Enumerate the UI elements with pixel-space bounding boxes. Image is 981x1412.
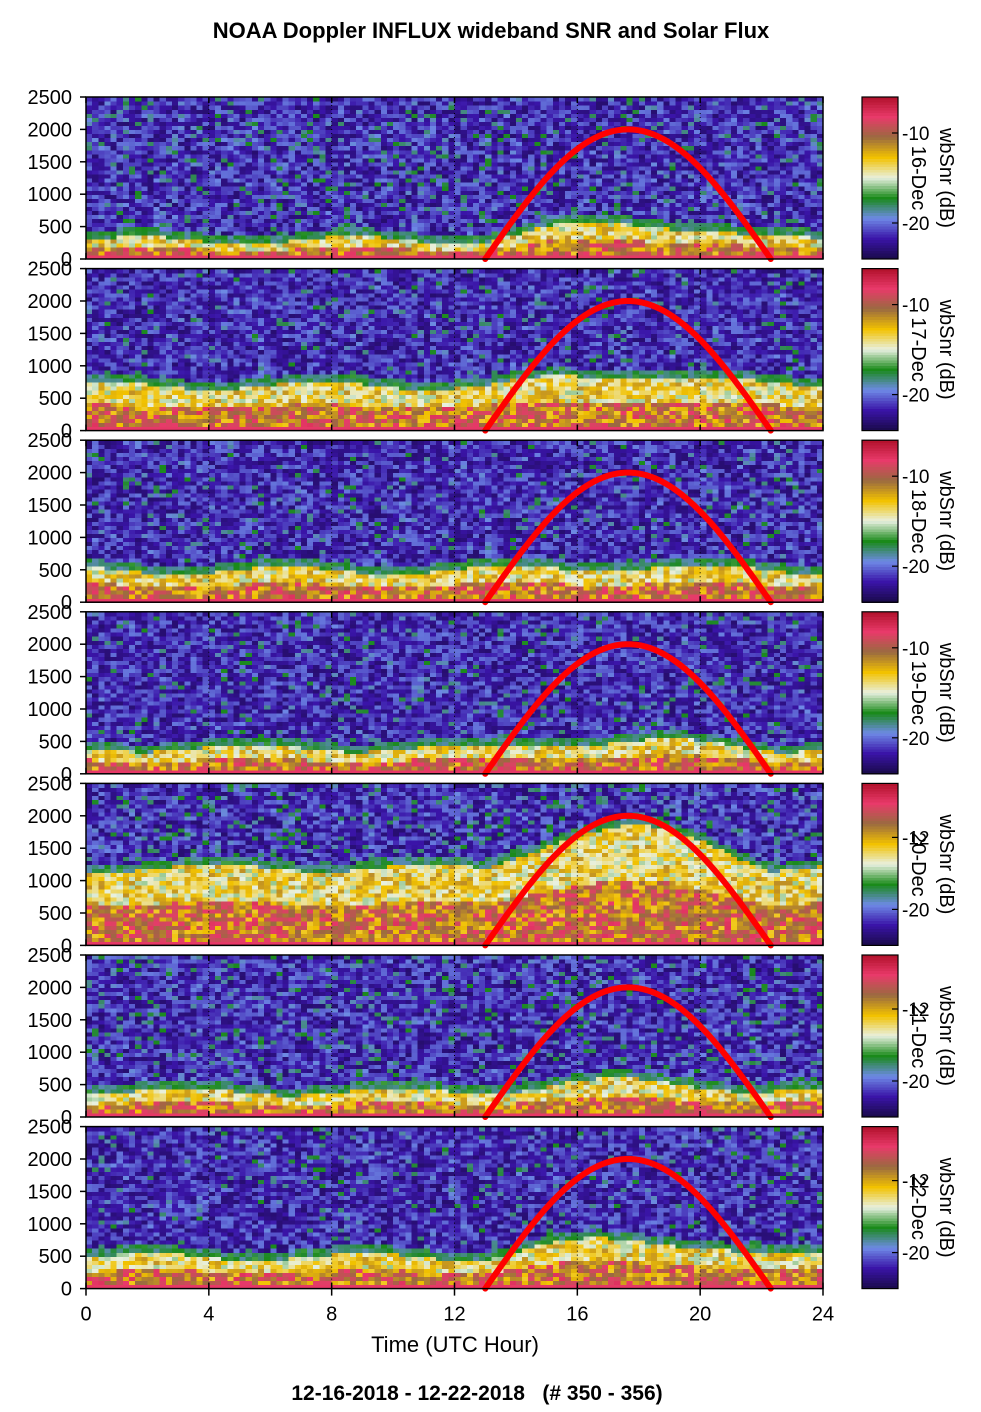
colorbar-16-Dec: -10 -20 16-Dec wbSnr (dB) bbox=[862, 97, 957, 260]
colorbar-tick-label: -10 bbox=[902, 124, 929, 145]
y-tick-label: 1500 bbox=[28, 323, 73, 345]
y-tick-label: 1500 bbox=[28, 838, 73, 860]
y-tick-label: 1000 bbox=[28, 1042, 73, 1064]
y-tick-label: 1000 bbox=[28, 1214, 73, 1236]
y-tick-label: 500 bbox=[39, 560, 72, 582]
y-tick-label: 2000 bbox=[28, 291, 73, 313]
y-tick-label: 2000 bbox=[28, 1149, 73, 1171]
y-tick-label: 500 bbox=[39, 217, 72, 239]
x-tick-label: 0 bbox=[80, 1304, 91, 1326]
x-tick-label: 4 bbox=[203, 1304, 214, 1326]
y-tick-label: 2500 bbox=[28, 773, 73, 795]
day-label: 19-Dec bbox=[907, 661, 929, 725]
y-tick-label: 2500 bbox=[28, 602, 73, 624]
x-axis: 0 4 8 12 16 20 24 bbox=[80, 1289, 834, 1326]
x-tick-label: 12 bbox=[443, 1304, 465, 1326]
x-tick-label: 24 bbox=[812, 1304, 834, 1326]
y-tick-label: 500 bbox=[39, 388, 72, 410]
figure: NOAA Doppler INFLUX wideband SNR and Sol… bbox=[0, 0, 981, 1412]
y-tick-label: 1500 bbox=[28, 495, 73, 517]
day-label: 21-Dec bbox=[907, 1004, 929, 1068]
y-tick-label: 500 bbox=[39, 1246, 72, 1268]
colorbar-tick-label: -20 bbox=[902, 729, 929, 750]
y-tick-label: 0 bbox=[61, 1279, 72, 1301]
y-tick-label: 2500 bbox=[28, 430, 73, 452]
colorbar-tick-label: -10 bbox=[902, 467, 929, 488]
y-tick-label: 2000 bbox=[28, 806, 73, 828]
date-range-footer: 12-16-2018 - 12-22-2018 (# 350 - 356) bbox=[291, 1382, 662, 1405]
colorbar-tick-label: -20 bbox=[902, 1244, 929, 1265]
y-tick-label: 1000 bbox=[28, 184, 73, 206]
colorbar-tick-label: -20 bbox=[902, 557, 929, 578]
colorbar-label: wbSnr (dB) bbox=[935, 127, 957, 228]
colorbar-tick-label: -20 bbox=[902, 900, 929, 921]
colorbar-tick-label: -20 bbox=[902, 1072, 929, 1093]
colorbar-19-Dec: -10 -20 19-Dec wbSnr (dB) bbox=[862, 612, 957, 775]
y-tick-label: 2000 bbox=[28, 634, 73, 656]
y-tick-label: 2500 bbox=[28, 1117, 73, 1139]
y-tick-label: 2500 bbox=[28, 87, 73, 109]
y-tick-label: 1000 bbox=[28, 356, 73, 378]
day-label: 22-Dec bbox=[907, 1175, 929, 1239]
colorbar-18-Dec: -10 -20 18-Dec wbSnr (dB) bbox=[862, 440, 957, 603]
y-tick-label: 1500 bbox=[28, 667, 73, 689]
y-tick-label: 2000 bbox=[28, 119, 73, 141]
y-tick-label: 500 bbox=[39, 903, 72, 925]
colorbar-17-Dec: -10 -20 17-Dec wbSnr (dB) bbox=[862, 269, 957, 432]
colorbar-label: wbSnr (dB) bbox=[935, 470, 957, 571]
colorbar-label: wbSnr (dB) bbox=[935, 1157, 957, 1258]
x-tick-label: 16 bbox=[566, 1304, 588, 1326]
day-label: 20-Dec bbox=[907, 832, 929, 896]
x-tick-label: 20 bbox=[689, 1304, 711, 1326]
colorbar-label: wbSnr (dB) bbox=[935, 299, 957, 400]
y-tick-label: 2500 bbox=[28, 945, 73, 967]
y-tick-label: 2000 bbox=[28, 463, 73, 485]
y-tick-label: 500 bbox=[39, 1075, 72, 1097]
colorbar-tick-label: -20 bbox=[902, 214, 929, 235]
colorbar-label: wbSnr (dB) bbox=[935, 985, 957, 1086]
colorbar-tick-label: -10 bbox=[902, 296, 929, 317]
chart-title: NOAA Doppler INFLUX wideband SNR and Sol… bbox=[213, 18, 770, 43]
y-tick-label: 2000 bbox=[28, 977, 73, 999]
day-label: 17-Dec bbox=[907, 317, 929, 381]
y-tick-label: 2500 bbox=[28, 259, 73, 281]
y-tick-label: 500 bbox=[39, 731, 72, 753]
panels: 0 500 1000 1500 2000 2500 -10 -20 16-Dec wbSnr (d… bbox=[28, 87, 958, 1301]
x-axis-label: Time (UTC Hour) bbox=[371, 1332, 539, 1357]
y-tick-label: 1500 bbox=[28, 1010, 73, 1032]
y-tick-label: 1500 bbox=[28, 1181, 73, 1203]
y-tick-label: 1000 bbox=[28, 699, 73, 721]
x-tick-label: 8 bbox=[326, 1304, 337, 1326]
y-tick-label: 1500 bbox=[28, 152, 73, 174]
day-label: 18-Dec bbox=[907, 489, 929, 553]
colorbar-tick-label: -20 bbox=[902, 386, 929, 407]
colorbar-label: wbSnr (dB) bbox=[935, 642, 957, 743]
colorbar-tick-label: -10 bbox=[902, 639, 929, 660]
colorbar-label: wbSnr (dB) bbox=[935, 813, 957, 914]
y-tick-label: 1000 bbox=[28, 871, 73, 893]
day-label: 16-Dec bbox=[907, 146, 929, 210]
y-tick-label: 1000 bbox=[28, 527, 73, 549]
